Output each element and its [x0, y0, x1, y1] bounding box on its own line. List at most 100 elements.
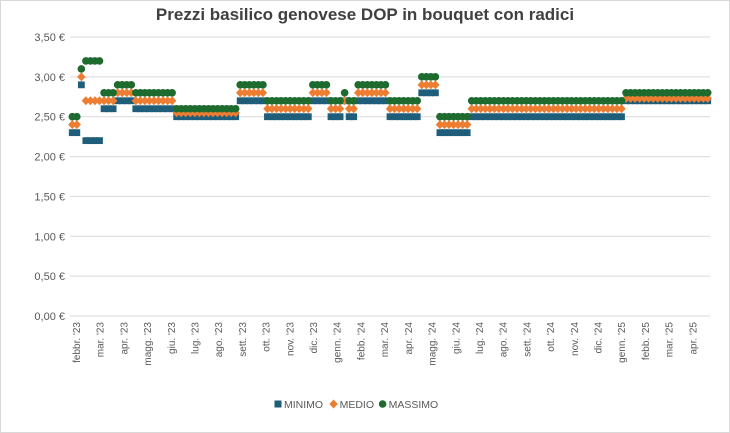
point-medio [240, 88, 249, 98]
x-tick-label: sett. '23 [238, 322, 249, 357]
point-medio [458, 120, 467, 130]
point-minimo [155, 105, 162, 113]
point-minimo [363, 97, 371, 105]
data-series [68, 57, 712, 145]
point-medio [145, 96, 154, 106]
point-minimo [259, 97, 267, 105]
point-minimo [550, 113, 557, 121]
point-medio [462, 120, 472, 130]
point-minimo [377, 97, 385, 105]
x-tick-label: dic. '23 [309, 322, 320, 354]
point-minimo [613, 113, 621, 121]
point-minimo [577, 113, 585, 121]
point-medio [285, 104, 295, 114]
point-medio [95, 96, 104, 106]
point-medio [367, 88, 377, 98]
x-tick-label: apr. '24 [404, 322, 415, 355]
point-minimo [413, 113, 421, 121]
point-medio [431, 80, 440, 90]
point-medio [308, 88, 318, 98]
x-tick-label: mar. '25 [665, 322, 676, 358]
point-minimo [386, 113, 394, 121]
point-minimo [404, 113, 412, 121]
point-medio [249, 88, 259, 98]
point-minimo [264, 113, 271, 121]
legend-item-medio: MEDIO [329, 399, 374, 411]
point-minimo [522, 113, 530, 121]
point-medio [658, 93, 667, 103]
point-massimo [703, 89, 712, 97]
point-medio [186, 108, 195, 118]
point-minimo [604, 113, 612, 121]
point-minimo [295, 113, 303, 121]
legend-item-minimo: MINIMO [274, 399, 323, 411]
point-minimo [164, 105, 171, 113]
y-tick-label: 0,00 € [34, 311, 65, 323]
point-minimo [323, 97, 330, 105]
point-minimo [568, 113, 575, 121]
point-massimo [349, 96, 358, 105]
point-minimo [490, 113, 498, 121]
point-minimo [100, 105, 108, 113]
point-minimo [318, 97, 326, 105]
point-medio [494, 104, 504, 114]
point-medio [485, 104, 495, 114]
y-tick-label: 2,00 € [34, 152, 65, 164]
point-minimo [545, 113, 553, 121]
point-medio [526, 104, 535, 114]
point-minimo [445, 129, 453, 137]
point-minimo [581, 113, 589, 121]
point-medio [630, 93, 640, 103]
point-minimo [459, 129, 467, 137]
point-massimo [73, 112, 81, 121]
x-tick-label: lug. '24 [475, 322, 486, 354]
legend: MINIMO MEDIO MASSIMO [274, 399, 439, 411]
point-massimo [463, 112, 471, 121]
point-minimo [254, 97, 262, 105]
point-medio [621, 93, 631, 103]
point-medio [154, 96, 163, 106]
point-medio [267, 104, 277, 114]
point-minimo [291, 113, 299, 121]
legend-marker [329, 399, 338, 409]
legend-item-massimo: MASSIMO [378, 399, 439, 411]
point-minimo [409, 113, 417, 121]
point-medio [531, 104, 540, 114]
point-medio [558, 104, 567, 114]
legend-label: MASSIMO [389, 399, 439, 411]
x-tick-label: apr. '25 [688, 322, 699, 355]
point-medio [349, 104, 358, 114]
point-minimo [495, 113, 503, 121]
point-medio [72, 120, 82, 130]
point-minimo [82, 137, 90, 145]
point-massimo [231, 104, 240, 113]
point-medio [580, 104, 590, 114]
point-medio [304, 104, 313, 114]
point-massimo [259, 81, 267, 89]
point-minimo [109, 105, 117, 113]
x-tick-label: apr. '23 [119, 322, 130, 355]
point-minimo [477, 113, 485, 121]
point-minimo [304, 113, 312, 121]
point-medio [358, 88, 367, 98]
point-medio [585, 104, 594, 114]
point-minimo [441, 129, 448, 137]
point-minimo [463, 129, 471, 137]
point-minimo [241, 97, 249, 105]
y-tick-label: 3,00 € [34, 72, 65, 84]
point-medio [612, 104, 622, 114]
point-medio [403, 104, 413, 114]
point-minimo [599, 113, 607, 121]
point-minimo [513, 113, 521, 121]
point-massimo [617, 96, 626, 105]
point-medio [136, 96, 145, 106]
x-tick-label: giu. '24 [451, 322, 462, 354]
point-medio [444, 120, 454, 130]
point-minimo [136, 105, 144, 113]
point-medio [503, 104, 513, 114]
point-minimo [563, 113, 571, 121]
point-medio [490, 104, 499, 114]
point-medio [290, 104, 299, 114]
point-minimo [146, 105, 153, 113]
